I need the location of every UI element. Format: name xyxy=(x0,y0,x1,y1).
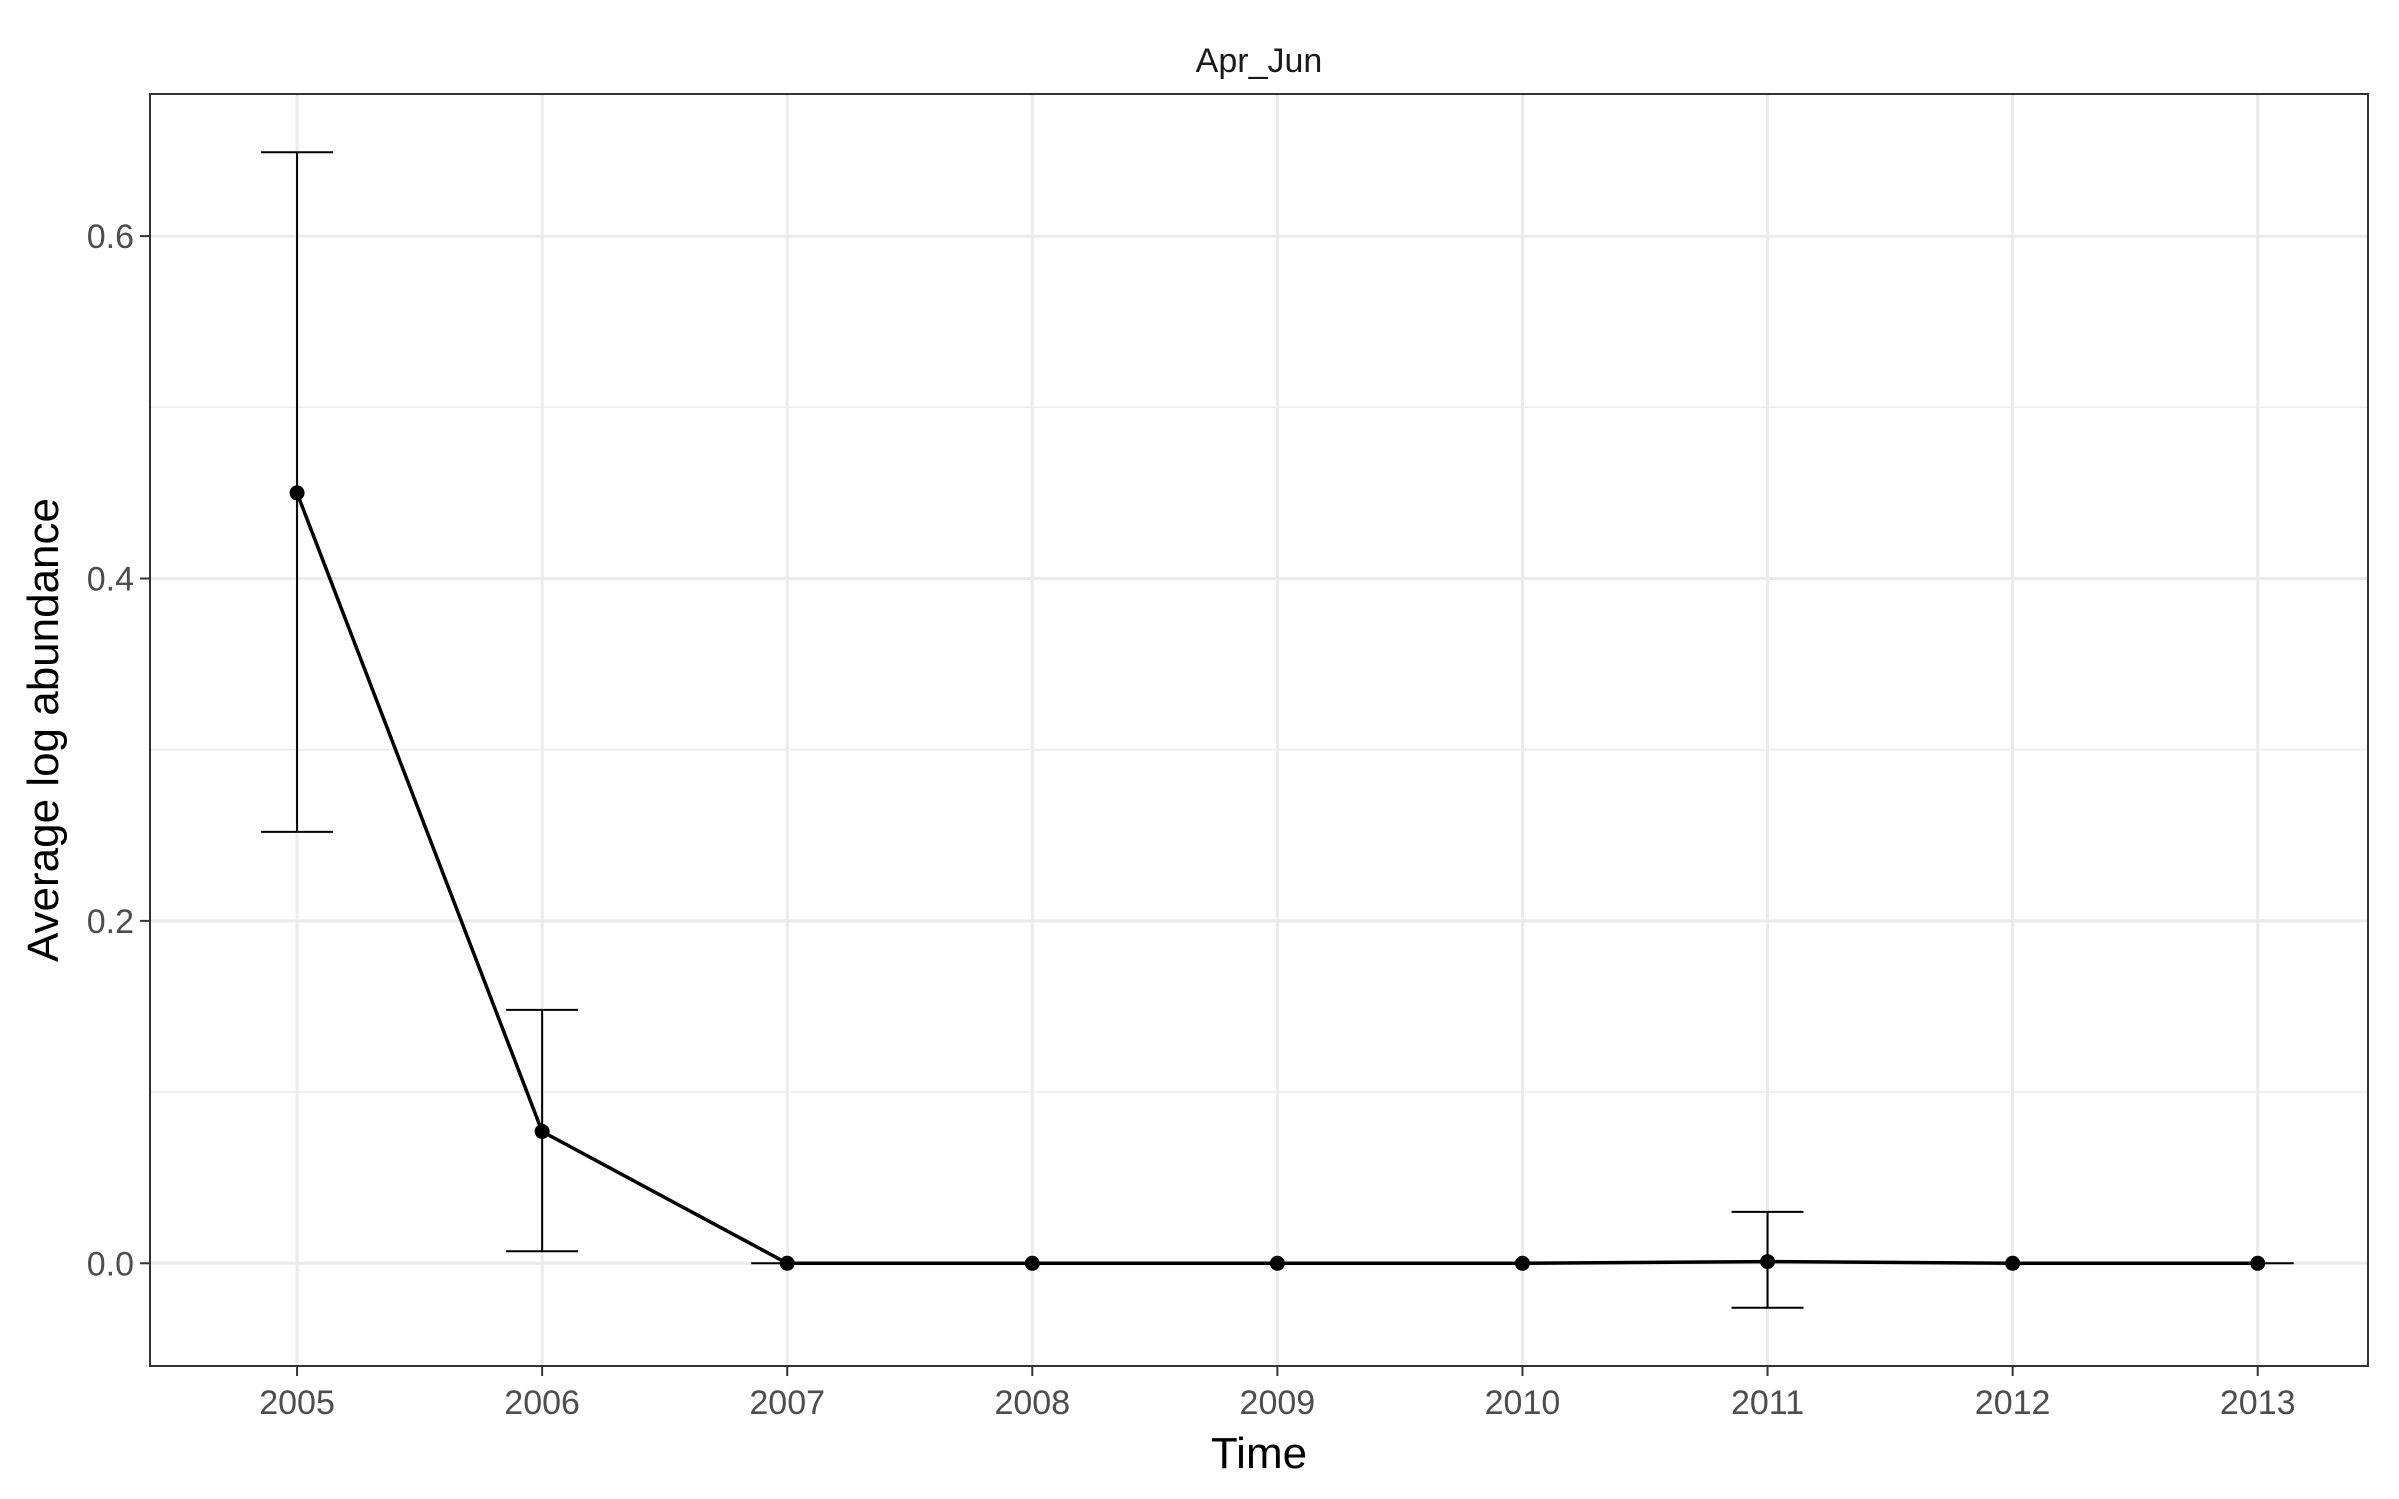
x-tick-label: 2008 xyxy=(994,1384,1070,1422)
panel-border xyxy=(149,93,2369,1367)
y-tick-label: 0.6 xyxy=(87,218,134,256)
y-tick-label: 0.4 xyxy=(87,560,134,598)
y-axis-title: Average log abundance xyxy=(19,498,68,962)
data-point xyxy=(1514,1255,1530,1271)
x-tick-label: 2007 xyxy=(749,1384,825,1422)
x-tick-label: 2005 xyxy=(259,1384,335,1422)
x-axis-title: Time xyxy=(1211,1429,1307,1478)
grid-layer xyxy=(150,94,2368,1366)
y-tick-label: 0.0 xyxy=(87,1245,134,1283)
x-tick-label: 2006 xyxy=(504,1384,580,1422)
x-tick-label: 2012 xyxy=(1975,1384,2051,1422)
data-point xyxy=(779,1255,795,1271)
data-point xyxy=(534,1123,550,1139)
data-point xyxy=(1024,1255,1040,1271)
axis-ticks: 0.0 0.2 0.4 0.6 2005 2006 2007 2008 2009 2010 2011… xyxy=(87,218,2296,1422)
data-point xyxy=(1760,1254,1776,1270)
facet-strip-label: Apr_Jun xyxy=(1196,42,1323,80)
x-tick-label: 2011 xyxy=(1731,1384,1804,1422)
data-points xyxy=(289,485,2266,1271)
series-line-layer xyxy=(295,492,2294,1266)
x-tick-label: 2010 xyxy=(1485,1384,1561,1422)
data-point xyxy=(2250,1255,2266,1271)
y-tick-label: 0.2 xyxy=(87,903,134,941)
x-tick-label: 2013 xyxy=(2220,1384,2296,1422)
data-point xyxy=(1269,1255,1285,1271)
data-point xyxy=(2005,1255,2021,1271)
x-tick-label: 2009 xyxy=(1240,1384,1316,1422)
data-point xyxy=(289,485,305,501)
